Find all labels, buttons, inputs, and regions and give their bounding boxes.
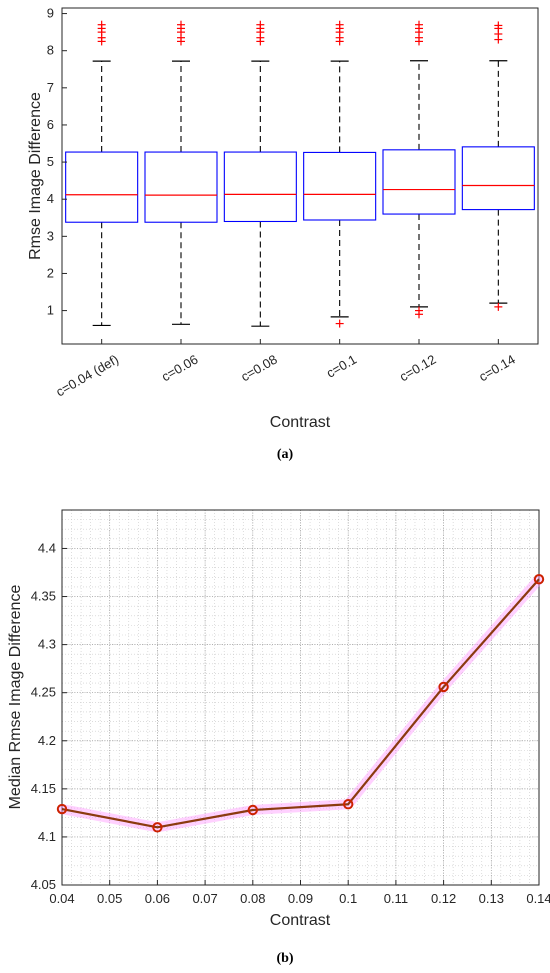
x-tick-label: 0.08 <box>240 891 265 906</box>
x-tick-label: 0.1 <box>339 891 357 906</box>
y-tick-label: 6 <box>47 117 54 132</box>
data-point <box>438 681 449 693</box>
box-plot-ylabel: Rmse Image Difference <box>27 92 44 260</box>
y-tick-label: 3 <box>47 228 54 243</box>
box-plot-area <box>61 7 539 345</box>
y-tick-label: 5 <box>47 154 54 169</box>
outlier-marker <box>177 20 185 29</box>
y-tick-label: 1 <box>47 303 54 318</box>
box <box>303 151 377 221</box>
y-tick-label: 4.2 <box>38 733 56 748</box>
x-tick-label: 0.04 <box>49 891 74 906</box>
data-point <box>152 822 163 833</box>
data-point <box>56 803 68 815</box>
y-tick-label: 4.3 <box>38 637 56 652</box>
outlier-marker <box>97 20 106 29</box>
y-tick-label: 4.05 <box>31 877 56 892</box>
x-tick-label: 0.05 <box>97 891 122 906</box>
box <box>223 151 297 223</box>
box <box>461 146 535 211</box>
outlier-marker <box>494 21 503 30</box>
outlier-marker <box>494 302 503 311</box>
box <box>382 149 456 215</box>
y-tick-label: 4.25 <box>31 685 56 700</box>
data-point <box>247 804 259 816</box>
y-tick-label: 2 <box>47 265 54 280</box>
box <box>144 151 218 223</box>
y-tick-label: 8 <box>47 43 54 58</box>
box-plot-xlabel: Contrast <box>270 414 331 431</box>
outlier-marker <box>335 319 344 328</box>
x-tick-label: c=0.04 (def) <box>53 352 121 400</box>
outlier-marker <box>256 20 265 29</box>
x-tick-label: 0.09 <box>288 891 313 906</box>
y-tick-label: 4.35 <box>31 589 56 604</box>
x-tick-label: 0.13 <box>479 891 504 906</box>
x-tick-label: 0.06 <box>145 891 170 906</box>
line-plot-y-ticks: 4.05 4.1 4.15 4.2 4.25 4.3 4.35 4.4 <box>31 540 67 892</box>
x-tick-label: c=0.06 <box>159 352 201 385</box>
y-tick-label: 4.1 <box>38 829 56 844</box>
box <box>65 151 139 223</box>
x-tick-label: 0.11 <box>384 891 408 906</box>
y-tick-label: 4 <box>47 191 54 206</box>
box-plot-marks <box>65 20 535 328</box>
line-plot-xlabel: Contrast <box>270 912 331 929</box>
x-tick-label: 0.07 <box>192 891 217 906</box>
x-tick-label: c=0.08 <box>238 352 280 385</box>
caption-a: (a) <box>277 447 294 462</box>
line-plot-x-ticks: 0.04 0.05 0.06 0.07 0.08 0.09 0.1 0.11 0.12 0.13 0… <box>49 880 550 906</box>
y-tick-label: 7 <box>47 80 54 95</box>
x-tick-label: 0.12 <box>431 891 456 906</box>
y-tick-label: 4.4 <box>38 540 56 555</box>
data-point <box>533 574 545 585</box>
data-point <box>343 799 354 810</box>
x-tick-label: c=0.14 <box>476 352 518 385</box>
caption-b: (b) <box>276 951 293 966</box>
box-plot-y-ticks: 1 2 3 4 5 6 7 8 9 <box>47 6 67 318</box>
y-tick-label: 9 <box>47 6 54 21</box>
box-plot-x-ticks: c=0.04 (def) c=0.06 c=0.08 c=0.1 c=0.12 c=0.1… <box>53 339 518 399</box>
series-line <box>61 578 540 829</box>
outlier-marker <box>415 306 423 315</box>
line-plot-marks <box>56 574 545 833</box>
outlier-marker <box>335 20 344 29</box>
y-tick-label: 4.15 <box>31 781 56 796</box>
x-tick-label: c=0.1 <box>324 352 359 381</box>
outlier-marker <box>415 20 423 29</box>
x-tick-label: 0.14 <box>526 891 550 906</box>
panel-b: 4.054.14.154.24.254.34.354.4 0.04 0.05 0.0… <box>7 509 550 966</box>
line-plot-ylabel: Median Rmse Image Difference <box>7 585 24 810</box>
x-tick-label: c=0.12 <box>397 352 439 385</box>
